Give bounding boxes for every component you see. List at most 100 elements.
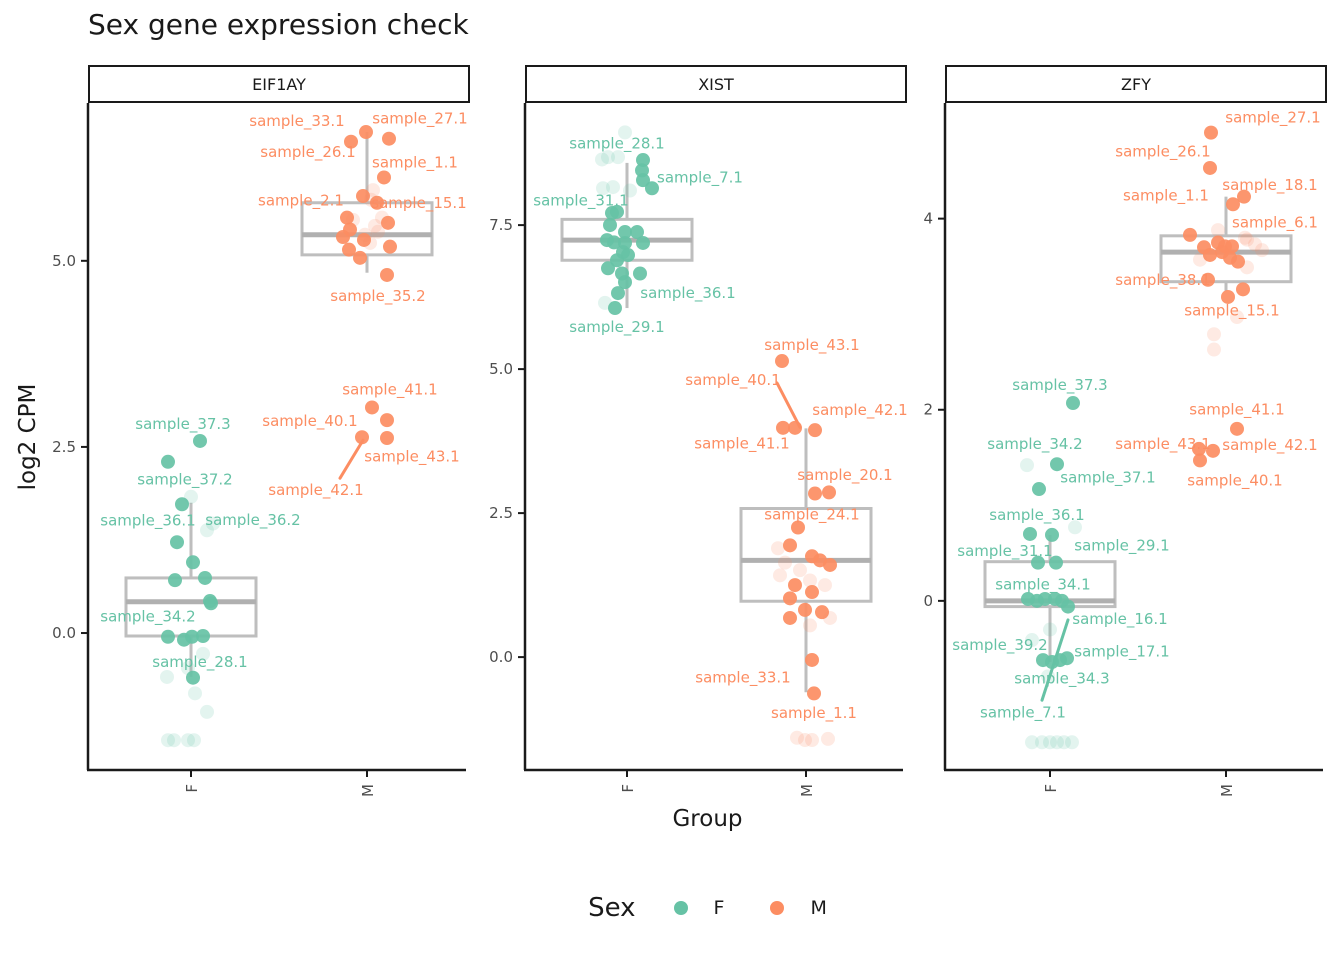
data-point bbox=[618, 225, 632, 240]
data-point bbox=[1031, 555, 1045, 570]
data-point bbox=[1230, 310, 1244, 325]
data-point bbox=[181, 733, 195, 748]
x-tick-label: F bbox=[183, 784, 201, 793]
y-tick-label: 5.0 bbox=[52, 252, 76, 270]
point-label: sample_6.1 bbox=[1232, 213, 1318, 232]
point-label: sample_1.1 bbox=[372, 154, 458, 173]
data-point bbox=[1207, 342, 1221, 357]
data-point bbox=[1231, 254, 1245, 269]
data-point bbox=[1203, 160, 1217, 175]
data-point bbox=[1236, 282, 1250, 297]
data-point bbox=[793, 563, 807, 578]
data-point bbox=[1192, 441, 1206, 456]
point-label: sample_34.1 bbox=[995, 576, 1090, 595]
data-point bbox=[175, 497, 189, 512]
data-point bbox=[1211, 223, 1225, 238]
data-point bbox=[170, 535, 184, 550]
data-point bbox=[380, 267, 394, 282]
data-point bbox=[1025, 633, 1039, 648]
data-point bbox=[1193, 252, 1207, 267]
y-tick-label: 2.5 bbox=[489, 504, 513, 522]
x-tick-label: M bbox=[1218, 784, 1236, 797]
point-label: sample_42.1 bbox=[1222, 436, 1317, 455]
point-label: sample_28.1 bbox=[569, 134, 664, 153]
x-tick-label: M bbox=[359, 784, 377, 797]
label-leader-line bbox=[338, 438, 365, 480]
data-point bbox=[353, 250, 367, 265]
data-point bbox=[381, 215, 395, 230]
data-point bbox=[1248, 237, 1262, 252]
data-point bbox=[783, 591, 797, 606]
point-label: sample_34.2 bbox=[987, 435, 1082, 454]
point-label: sample_36.1 bbox=[989, 506, 1084, 525]
data-point bbox=[1050, 457, 1064, 472]
data-point bbox=[200, 523, 214, 538]
chart-title: Sex gene expression check bbox=[88, 8, 469, 41]
point-label: sample_41.1 bbox=[1189, 401, 1284, 420]
point-label: sample_34.2 bbox=[100, 608, 195, 627]
point-label: sample_41.1 bbox=[342, 381, 437, 400]
y-tick-label: 5.0 bbox=[489, 360, 513, 378]
data-point bbox=[778, 555, 792, 570]
point-label: sample_40.1 bbox=[685, 371, 780, 390]
data-point bbox=[636, 153, 650, 168]
data-point bbox=[791, 520, 805, 535]
data-point bbox=[630, 225, 644, 240]
data-point bbox=[1193, 453, 1207, 468]
label-leader-line bbox=[775, 381, 802, 429]
point-label: sample_36.2 bbox=[205, 511, 300, 530]
data-point bbox=[380, 413, 394, 428]
data-point bbox=[365, 400, 379, 415]
data-point bbox=[167, 733, 181, 748]
point-label: sample_37.1 bbox=[1060, 469, 1155, 488]
data-point bbox=[805, 585, 819, 600]
x-tick-label: F bbox=[619, 784, 637, 793]
data-point bbox=[382, 131, 396, 146]
data-point bbox=[623, 183, 637, 198]
point-label: sample_24.1 bbox=[764, 505, 859, 524]
data-point bbox=[803, 573, 817, 588]
data-point bbox=[196, 629, 210, 644]
data-point bbox=[1032, 482, 1046, 497]
y-tick-label: 2.5 bbox=[52, 438, 76, 456]
point-label: sample_28.1 bbox=[152, 653, 247, 672]
data-point bbox=[822, 485, 836, 500]
point-label: sample_40.1 bbox=[262, 412, 357, 431]
data-point bbox=[186, 555, 200, 570]
data-point bbox=[1035, 735, 1049, 750]
data-point bbox=[636, 173, 650, 188]
y-tick-label: 0 bbox=[923, 592, 933, 610]
data-point bbox=[1226, 197, 1240, 212]
data-point bbox=[336, 229, 350, 244]
data-point bbox=[1057, 735, 1071, 750]
legend-title: Sex bbox=[588, 893, 636, 923]
data-point bbox=[1207, 327, 1221, 342]
data-point bbox=[370, 195, 384, 210]
data-point bbox=[188, 686, 202, 701]
legend-key-label-m: M bbox=[810, 897, 827, 919]
data-point bbox=[618, 275, 632, 290]
point-label: sample_37.3 bbox=[135, 415, 230, 434]
point-label: sample_1.1 bbox=[1123, 187, 1209, 206]
legend-key-label-f: F bbox=[713, 897, 725, 919]
data-point bbox=[645, 181, 659, 196]
x-tick-label: F bbox=[1042, 784, 1060, 793]
data-point bbox=[357, 232, 371, 247]
point-label: sample_29.1 bbox=[569, 318, 664, 337]
data-point bbox=[773, 568, 787, 583]
data-point bbox=[340, 210, 354, 225]
point-label: sample_17.1 bbox=[1074, 643, 1169, 662]
data-point bbox=[776, 420, 790, 435]
data-point bbox=[168, 573, 182, 588]
data-point bbox=[798, 602, 812, 617]
data-point bbox=[805, 652, 819, 667]
data-point bbox=[358, 227, 372, 242]
data-point bbox=[1203, 247, 1217, 262]
data-point bbox=[1204, 125, 1218, 140]
legend: Sex F M bbox=[88, 880, 1327, 936]
data-point bbox=[610, 204, 624, 219]
data-point bbox=[1238, 230, 1252, 245]
data-point bbox=[821, 731, 835, 746]
point-label: sample_29.1 bbox=[1074, 536, 1169, 555]
data-point bbox=[1066, 396, 1080, 411]
